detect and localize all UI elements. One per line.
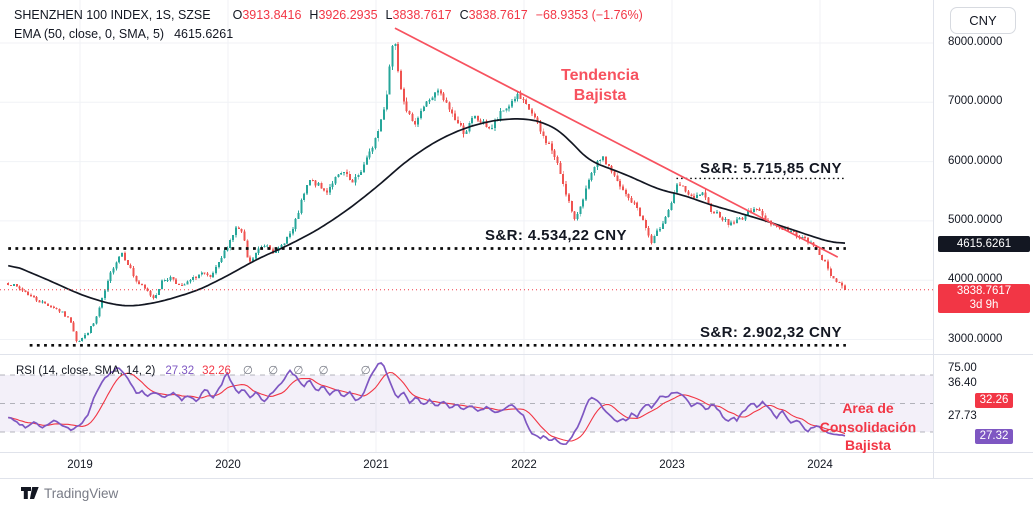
price-tick-4000: 4000.0000: [948, 273, 1003, 285]
symbol-title[interactable]: SHENZHEN 100 INDEX, 1S, SZSE: [14, 8, 211, 22]
pane-separators: [0, 0, 1033, 479]
rsi-empty-marker-far: ∅: [360, 365, 371, 377]
change-value: −68.9353 (−1.76%): [535, 8, 643, 22]
ohlc-letter-L: L: [385, 8, 393, 22]
time-tick-2020: 2020: [215, 459, 241, 471]
last-price-badge-value: 3838.7617: [956, 285, 1012, 297]
sr-level-5715-label[interactable]: S&R: 5.715,85 CNY: [700, 160, 842, 177]
rsi-sma-badge: 32.26: [975, 393, 1013, 408]
candlestick-series: [7, 41, 846, 343]
ema-value-badge: 4615.6261: [938, 236, 1030, 252]
gridlines: [0, 0, 933, 453]
sr-levels: [8, 177, 846, 347]
ohlc-values: O3913.8416 H3926.2935 L3838.7617 C3838.7617: [225, 8, 528, 22]
ohlc-letter-O: O: [232, 8, 243, 22]
last-price-badge: 3838.7617 3d 9h: [938, 284, 1030, 313]
rsi-line: [8, 362, 846, 446]
consolidation-label-line2: Consolidación: [819, 418, 917, 435]
currency-button[interactable]: CNY: [950, 7, 1016, 34]
ohlc-letter-C: C: [459, 8, 469, 22]
price-axis[interactable]: CNY 8000.0000 7000.0000 6000.0000 5000.0000…: [934, 0, 1033, 478]
price-tick-3000: 3000.0000: [948, 333, 1003, 345]
ema-line: [8, 118, 846, 307]
tradingview-brand-text: TradingView: [44, 486, 119, 501]
rsi-status-line: RSI (14, close, SMA, 14, 2) 27.32 32.26 ∅ ∅…: [16, 363, 371, 377]
ohlc-value-C: 3838.7617: [468, 8, 528, 22]
time-tick-2019: 2019: [67, 459, 93, 471]
price-tick-7000: 7000.0000: [948, 95, 1003, 107]
trendline-label-line1: Tendencia: [561, 67, 639, 84]
rsi-tick-75.00: 75.00: [948, 362, 977, 374]
rsi-indicator-label[interactable]: RSI (14, close, SMA, 14, 2): [16, 365, 156, 377]
tradingview-logo-icon: [21, 487, 39, 499]
consolidation-area-label[interactable]: Area de Consolidación Bajista: [795, 399, 941, 455]
sr-level-4534-label[interactable]: S&R: 4.534,22 CNY: [485, 227, 627, 244]
trendline-label-line2: Bajista: [573, 87, 627, 104]
consolidation-label-line3: Bajista: [845, 437, 891, 453]
price-tick-8000: 8000.0000: [948, 36, 1003, 48]
rsi-value: 27.32: [165, 365, 195, 377]
rsi-empty-markers: ∅ ∅ ∅ ∅: [242, 365, 335, 377]
ohlc-value-H: 3926.2935: [318, 8, 378, 22]
rsi-sma-line: [8, 371, 846, 442]
ema-indicator-value: 4615.6261: [174, 27, 234, 41]
ohlc-value-O: 3913.8416: [242, 8, 302, 22]
price-tick-6000: 6000.0000: [948, 155, 1003, 167]
rsi-tick-36.40: 36.40: [948, 377, 977, 389]
time-tick-2021: 2021: [363, 459, 389, 471]
rsi-tick-27.73: 27.73: [948, 410, 977, 422]
consolidation-label-line1: Area de: [842, 400, 894, 416]
sr-level-2902-label[interactable]: S&R: 2.902,32 CNY: [700, 324, 842, 341]
price-tick-5000: 5000.0000: [948, 214, 1003, 226]
ema-indicator-label[interactable]: EMA (50, close, 0, SMA, 5): [14, 27, 165, 41]
ohlc-value-L: 3838.7617: [392, 8, 452, 22]
ema-status-line: EMA (50, close, 0, SMA, 5) 4615.6261: [14, 27, 233, 41]
symbol-status-line: SHENZHEN 100 INDEX, 1S, SZSE O3913.8416 H3…: [14, 8, 643, 22]
time-tick-2023: 2023: [659, 459, 685, 471]
time-tick-2024: 2024: [807, 459, 833, 471]
rsi-sma-value: 32.26: [202, 365, 231, 377]
bar-countdown: 3d 9h: [969, 299, 999, 311]
ohlc-letter-H: H: [309, 8, 319, 22]
time-tick-2022: 2022: [511, 459, 537, 471]
trend-line: [394, 27, 839, 258]
trendline-label[interactable]: Tendencia Bajista: [540, 66, 660, 106]
rsi-value-badge: 27.32: [975, 429, 1013, 444]
rsi-band: [0, 374, 933, 433]
